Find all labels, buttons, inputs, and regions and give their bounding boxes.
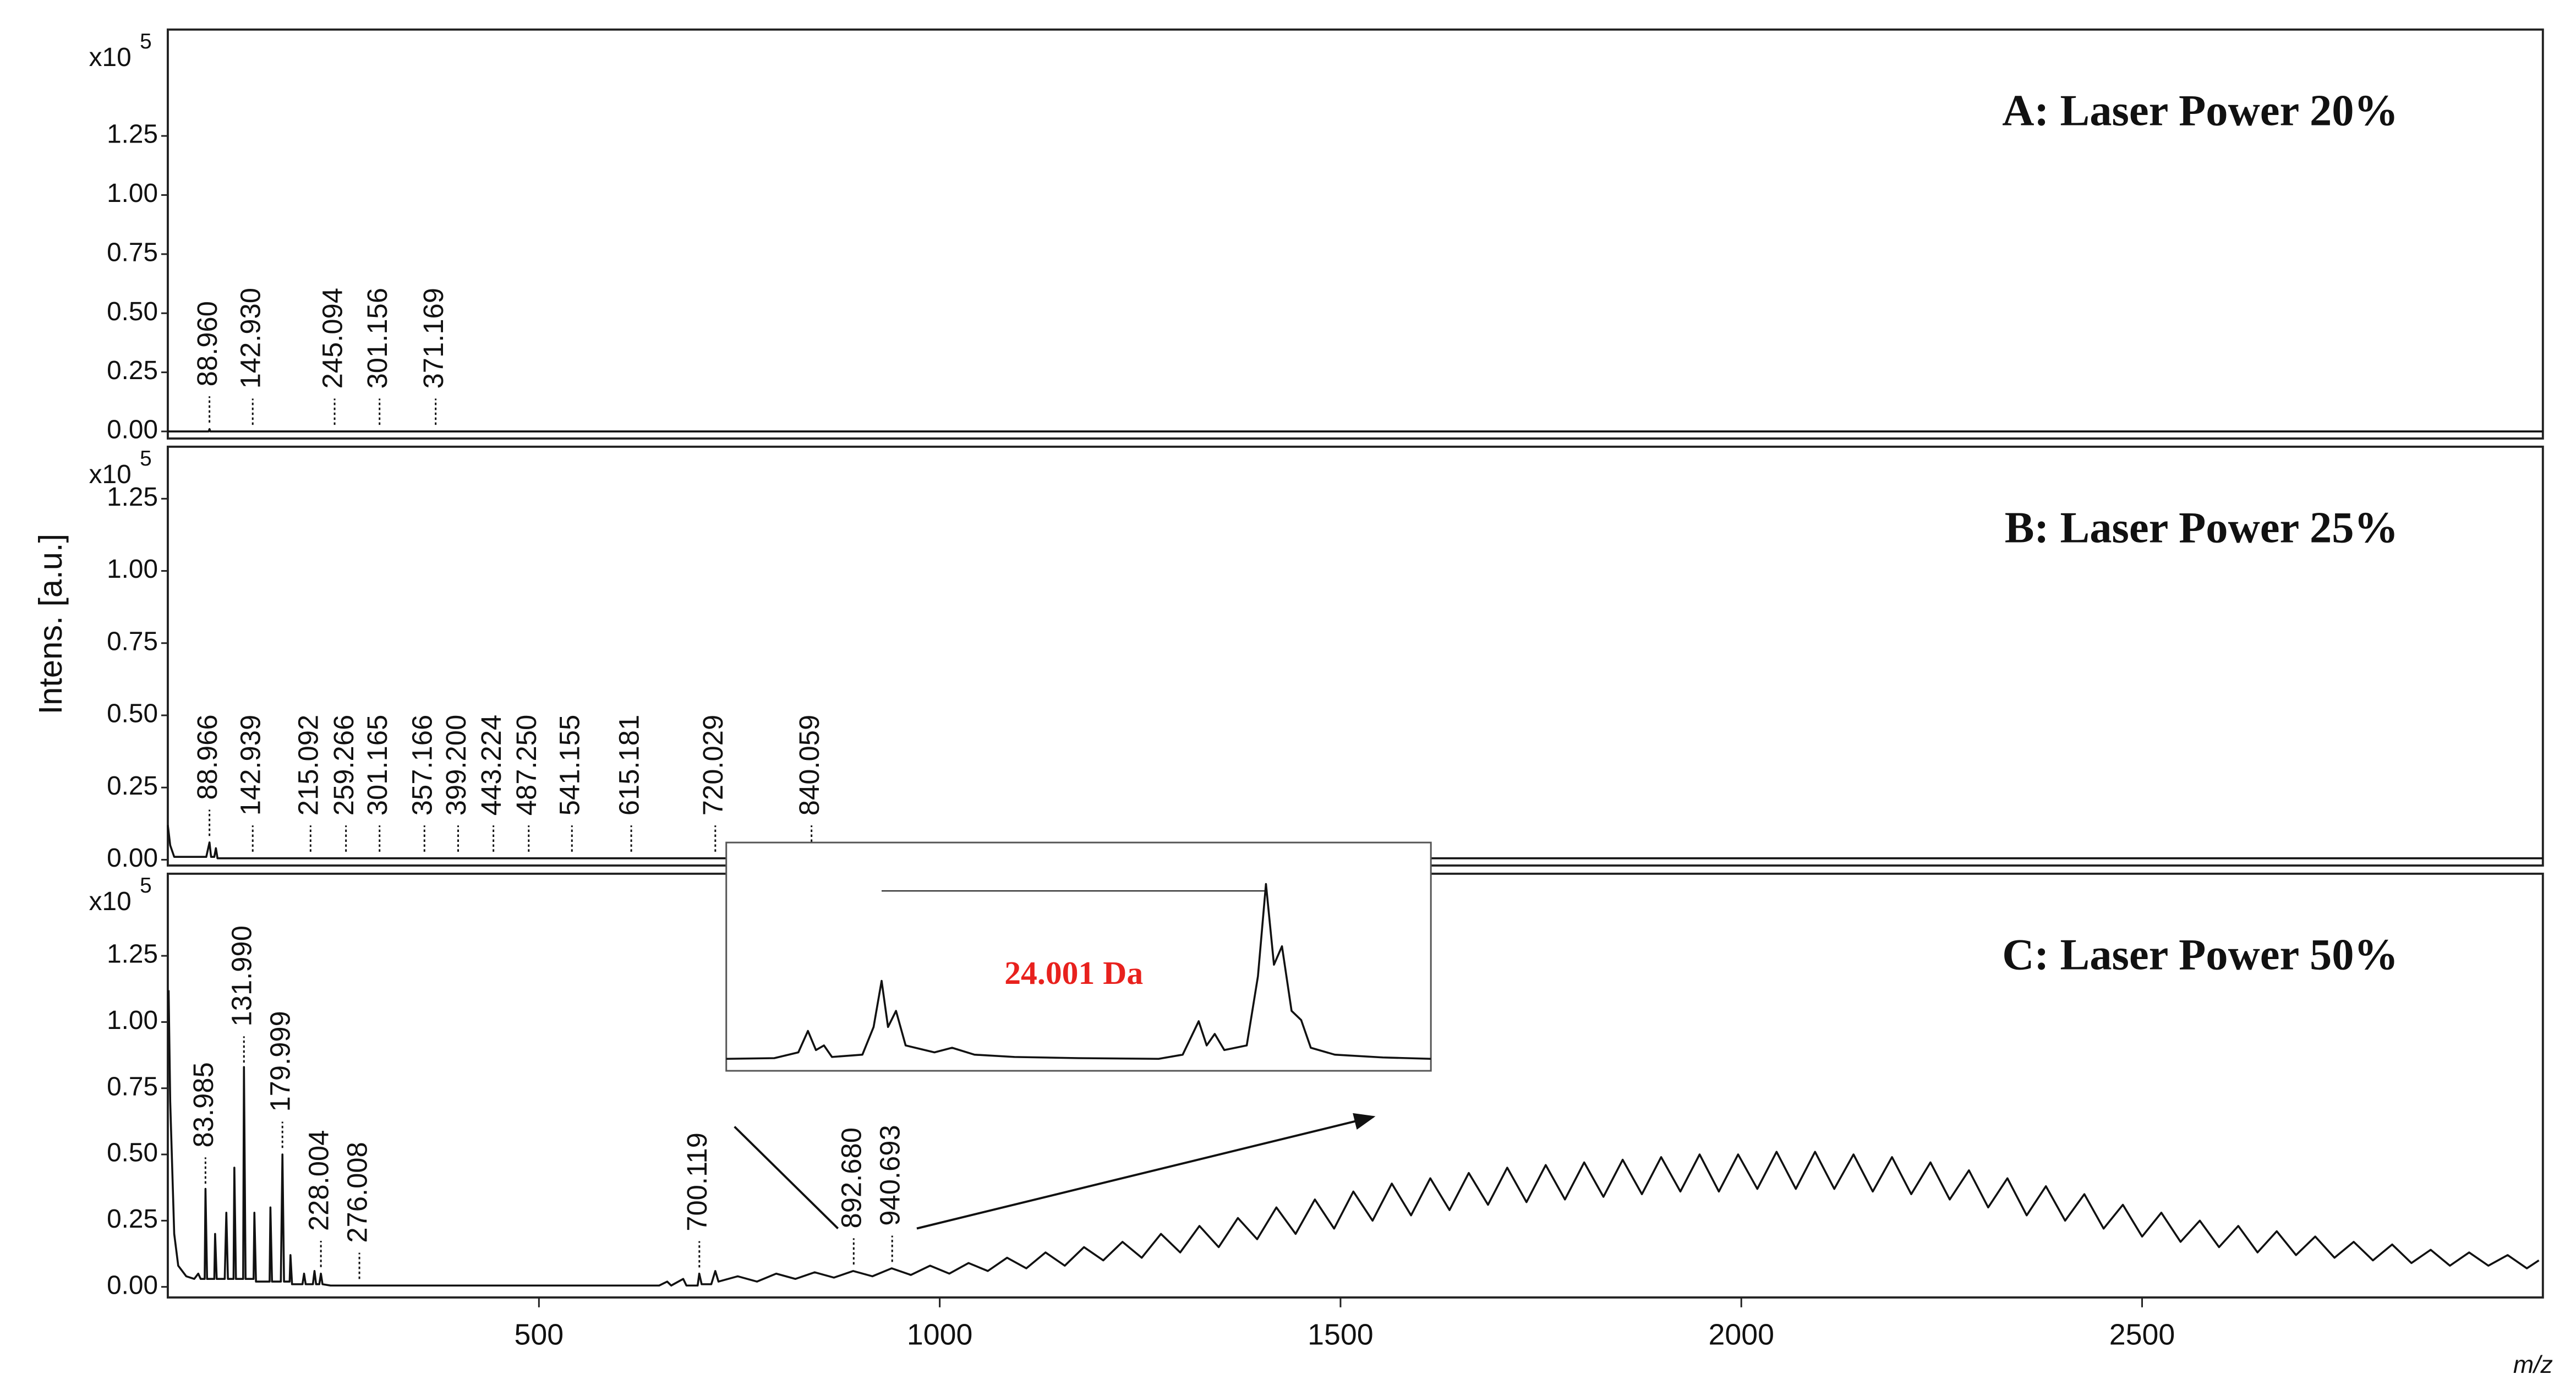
y-tick-label: 1.25: [107, 120, 158, 149]
y-tick-label: 1.00: [107, 179, 158, 208]
zoom-arrow: [916, 1113, 1376, 1230]
peak-label: 700.119: [681, 1132, 713, 1231]
peak-label: 259.266: [328, 715, 359, 815]
y-tick-label: 0.00: [107, 844, 158, 873]
peak-label: 142.939: [235, 715, 266, 815]
peak-label: 357.166: [407, 715, 438, 815]
y-tick-label: 0.25: [107, 356, 158, 385]
spectrum: [167, 428, 2543, 433]
y-tick-label: 0.00: [107, 1271, 158, 1300]
panel-frame: [166, 28, 2544, 440]
y-tick-label: 0.25: [107, 1205, 158, 1234]
zoom-line: [734, 1126, 839, 1229]
peak-label: 892.680: [836, 1127, 867, 1228]
y-multiplier-exp: 5: [140, 30, 152, 53]
peak-label: 840.059: [794, 715, 825, 815]
y-multiplier: x10: [89, 460, 132, 489]
y-tick-label: 0.50: [107, 699, 158, 729]
panel-title: B: Laser Power 25%: [2005, 503, 2398, 552]
y-tick-label: 0.00: [107, 415, 158, 445]
y-tick-label: 1.25: [107, 483, 158, 512]
y-tick-label: 1.00: [107, 1006, 158, 1035]
x-tick-label: 500: [515, 1318, 564, 1351]
panel-title: A: Laser Power 20%: [2002, 86, 2398, 135]
y-multiplier-exp: 5: [140, 874, 152, 897]
peak-label: 228.004: [303, 1130, 335, 1231]
peak-label: 88.966: [192, 714, 223, 800]
peak-label: 720.029: [697, 715, 729, 815]
peak-label: 541.155: [554, 715, 586, 815]
peak-label: 88.960: [192, 301, 223, 386]
x-tick-label: 2000: [1708, 1318, 1774, 1351]
y-axis-label: Intens. [a.u.]: [32, 534, 69, 715]
peak-label: 301.156: [362, 288, 393, 388]
peak-label: 399.200: [440, 715, 472, 815]
y-tick-label: 1.00: [107, 555, 158, 584]
peak-label: 276.008: [341, 1142, 373, 1242]
panel-title: C: Laser Power 50%: [2002, 930, 2398, 979]
peak-label: 215.092: [293, 715, 324, 815]
y-tick-label: 1.25: [107, 940, 158, 969]
x-axis-label: m/z: [2513, 1351, 2553, 1378]
peak-label: 83.985: [188, 1062, 219, 1147]
y-tick-label: 0.25: [107, 771, 158, 801]
y-tick-label: 0.75: [107, 238, 158, 267]
x-tick-label: 1000: [907, 1318, 973, 1351]
peak-label: 615.181: [614, 715, 645, 815]
peak-label: 443.224: [475, 715, 507, 815]
peak-label: 487.250: [511, 715, 542, 815]
peak-label: 142.930: [235, 288, 266, 388]
peak-label: 179.999: [265, 1011, 296, 1112]
peak-label: 940.693: [874, 1125, 906, 1225]
spectrum: [167, 990, 2540, 1287]
y-tick-label: 0.50: [107, 297, 158, 326]
x-tick-label: 1500: [1308, 1318, 1374, 1351]
peak-label: 245.094: [316, 288, 348, 388]
span-label: 24.001 Da: [1004, 955, 1143, 991]
peak-label: 371.169: [418, 288, 449, 388]
spectrum: [167, 825, 2543, 860]
y-tick-label: 0.50: [107, 1138, 158, 1168]
peak-label: 131.990: [226, 926, 258, 1026]
y-multiplier: x10: [89, 43, 132, 72]
y-multiplier-exp: 5: [140, 447, 152, 470]
spectrum: [726, 883, 1431, 1060]
y-tick-label: 0.75: [107, 627, 158, 656]
y-multiplier: x10: [89, 887, 132, 916]
x-tick-label: 2500: [2109, 1318, 2175, 1351]
y-tick-label: 0.75: [107, 1072, 158, 1101]
inset-frame: [725, 841, 1432, 1072]
peak-label: 301.165: [362, 715, 393, 815]
